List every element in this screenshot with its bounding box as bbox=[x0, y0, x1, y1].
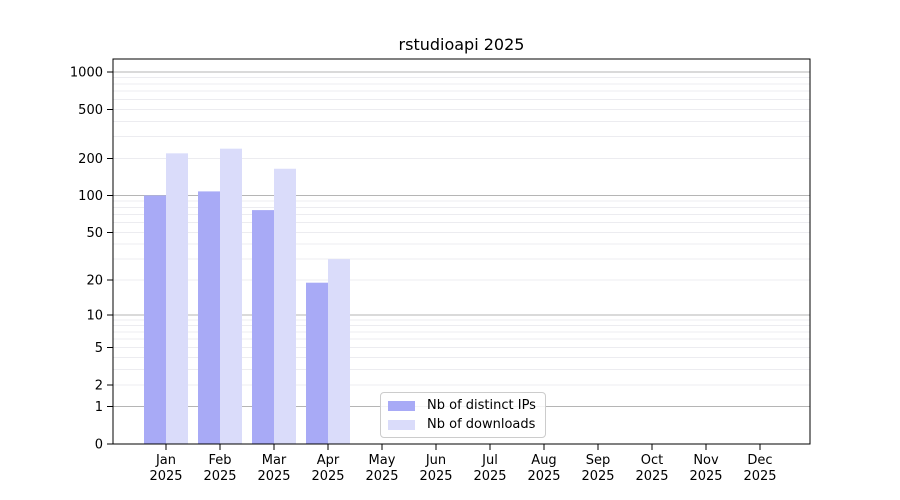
legend-swatch-distinct-ips bbox=[388, 400, 415, 411]
bar-distinct-ips-apr bbox=[306, 282, 328, 444]
plot-border bbox=[112, 58, 811, 445]
x-tick-label-year: 2025 bbox=[635, 469, 668, 484]
x-tick-label-year: 2025 bbox=[257, 469, 290, 484]
x-tick-label-year: 2025 bbox=[419, 469, 452, 484]
x-tick-label-month: Jul bbox=[481, 453, 498, 468]
bar-distinct-ips-feb bbox=[198, 191, 220, 444]
y-tick-label: 200 bbox=[78, 152, 103, 167]
x-tick-label-month: Nov bbox=[693, 453, 719, 468]
chart-title: rstudioapi 2025 bbox=[398, 35, 525, 54]
x-tick-label-year: 2025 bbox=[473, 469, 506, 484]
bar-distinct-ips-mar bbox=[252, 210, 274, 444]
y-tick-label: 10 bbox=[86, 308, 103, 323]
x-tick-label-year: 2025 bbox=[581, 469, 614, 484]
y-tick-label: 500 bbox=[78, 103, 103, 118]
legend-item-distinct-ips: Nb of distinct IPs bbox=[388, 398, 536, 413]
bar-downloads-mar bbox=[274, 168, 296, 444]
bar-downloads-apr bbox=[328, 259, 350, 444]
legend-label-distinct-ips: Nb of distinct IPs bbox=[427, 398, 536, 413]
x-tick-label-year: 2025 bbox=[203, 469, 236, 484]
x-tick-label-month: Feb bbox=[208, 453, 231, 468]
y-tick-label: 2 bbox=[95, 378, 103, 393]
y-tick-label: 5 bbox=[95, 341, 103, 356]
x-tick-label-month: May bbox=[369, 453, 396, 468]
x-tick-label-month: Jun bbox=[425, 453, 446, 468]
bar-downloads-jan bbox=[166, 153, 188, 445]
x-tick-label-month: Oct bbox=[641, 453, 663, 468]
x-tick-label-year: 2025 bbox=[311, 469, 344, 484]
legend-item-downloads: Nb of downloads bbox=[388, 417, 536, 432]
x-tick-label-month: Sep bbox=[586, 453, 611, 468]
x-tick-label-month: Dec bbox=[747, 453, 772, 468]
x-tick-label-month: Apr bbox=[317, 453, 340, 468]
x-tick-label-month: Jan bbox=[155, 453, 176, 468]
legend: Nb of distinct IPs Nb of downloads bbox=[380, 392, 546, 438]
legend-swatch-downloads bbox=[388, 419, 415, 430]
y-tick-label: 1 bbox=[95, 400, 103, 415]
y-tick-label: 50 bbox=[86, 226, 103, 241]
x-tick-label-month: Aug bbox=[531, 453, 556, 468]
y-tick-label: 1000 bbox=[70, 66, 103, 81]
y-tick-label: 20 bbox=[86, 274, 103, 289]
x-tick-label-year: 2025 bbox=[527, 469, 560, 484]
x-tick-label-year: 2025 bbox=[743, 469, 776, 484]
x-tick-label-year: 2025 bbox=[689, 469, 722, 484]
y-tick-label: 100 bbox=[78, 189, 103, 204]
bar-distinct-ips-jan bbox=[144, 195, 166, 444]
x-tick-label-year: 2025 bbox=[149, 469, 182, 484]
bar-downloads-feb bbox=[220, 148, 242, 445]
x-tick-label-month: Mar bbox=[262, 453, 287, 468]
x-tick-label-year: 2025 bbox=[365, 469, 398, 484]
y-tick-label: 0 bbox=[95, 438, 103, 453]
legend-label-downloads: Nb of downloads bbox=[427, 417, 536, 432]
